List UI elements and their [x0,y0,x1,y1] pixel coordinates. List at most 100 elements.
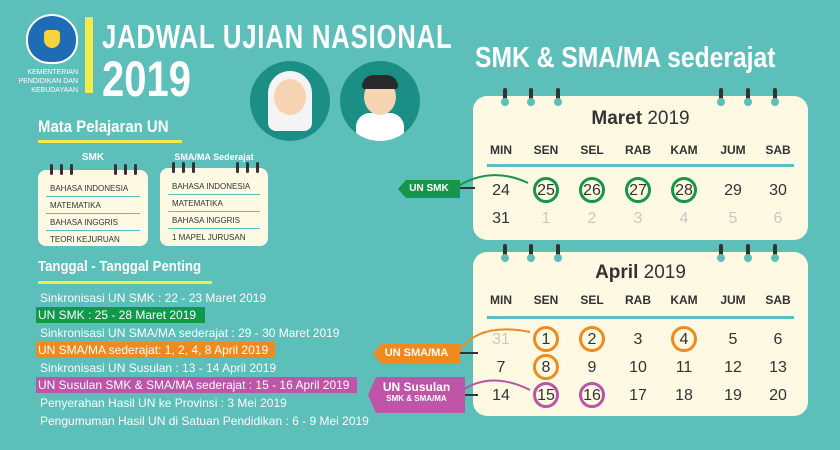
tag-un-susulan: UN Susulan SMK & SMA/MA [368,377,465,413]
binder-ring [744,244,752,262]
subject-item: MATEMATIKA [168,195,260,212]
calendar-section-title: SMK & SMA/MA sederajat [475,42,776,74]
calendar-day: 2 [579,326,605,352]
calendar-day: 3 [633,331,643,348]
binder-ring [554,244,562,262]
calendar-day: 18 [675,387,693,404]
calendar-day: 5 [728,331,738,348]
calendar-day: 4 [679,210,689,227]
binder-ring [771,88,779,106]
binder-ring [527,244,535,262]
calendar-day: 1 [541,210,551,227]
ministry-line: KEBUDAYAAN [31,87,78,94]
ministry-line: KEMENTERIAN [27,69,78,76]
subject-item: BAHASA INDONESIA [46,180,140,197]
smk-subject-card: BAHASA INDONESIA MATEMATIKA BAHASA INGGR… [38,164,148,246]
calendar-day: 27 [625,177,651,203]
binder-ring [527,88,535,106]
arrow-un-smk [454,174,529,189]
calendar-day: 11 [675,359,693,376]
subject-item: TEORI KEJURUAN [50,235,120,244]
binder-ring [717,244,725,262]
date-item: Penyerahan Hasil UN ke Provinsi : 3 Mei … [40,396,287,410]
calendar-day: 3 [633,210,643,227]
calendar-april: April 2019 MIN SEN SEL RAB KAM JUM SAB 31 1 2 3 4 5 6… [473,244,808,416]
date-item-un-susulan: UN Susulan SMK & SMA/MA sederajat : 15 -… [36,377,357,393]
ministry-line: PENDIDIKAN DAN [18,78,78,85]
calendar-day: 26 [579,177,605,203]
calendar-day: 6 [773,331,783,348]
weekday-header: SAB [765,293,791,307]
date-item: Sinkronisasi UN SMK : 22 - 23 Maret 2019 [40,291,267,305]
subjects-heading: Mata Pelajaran UN [38,117,169,136]
subject-item: BAHASA INGGRIS [46,214,140,231]
dates-heading: Tanggal - Tanggal Penting [38,258,202,275]
calendar-day: 7 [496,359,506,376]
sma-label: SMA/MA Sederajat [174,152,254,162]
tag-title: UN Susulan [382,380,451,394]
ministry-name: KEMENTERIAN PENDIDIKAN DAN KEBUDAYAAN [10,68,78,95]
binder-ring [501,88,509,106]
calendar-day: 19 [724,387,742,404]
binder-ring [744,88,752,106]
calendar-day: 13 [769,359,787,376]
date-item: Sinkronisasi UN SMA/MA sederajat : 29 - … [40,326,340,340]
sma-subject-card: BAHASA INDONESIA MATEMATIKA BAHASA INGGR… [160,162,268,246]
calendar-day: 10 [629,359,647,376]
calendar-day: 2 [587,210,597,227]
calendar-day: 17 [629,387,647,404]
binder-ring [554,88,562,106]
ministry-logo [26,14,78,64]
weekday-header: RAB [625,293,651,307]
binder-ring [501,244,509,262]
tag-un-sma: UN SMA/MA [373,344,460,363]
calendar-title: Maret 2019 [591,108,690,129]
weekday-header: JUM [720,293,746,307]
male-student-avatar [340,61,420,141]
calendar-march: Maret 2019 MIN SEN SEL RAB KAM JUM SAB 24 25 26 27… [473,88,808,240]
smk-label: SMK [81,152,105,163]
calendar-day: 30 [769,182,787,199]
tag-un-smk: UN SMK [398,180,460,198]
weekday-header: KAM [670,293,698,307]
tag-subtitle: SMK & SMA/MA [386,394,447,403]
weekday-header: MIN [490,143,512,157]
weekday-header: SEL [580,143,604,157]
accent-bar [85,17,93,93]
weekday-header: KAM [670,143,698,157]
weekday-header: SEN [533,143,559,157]
date-item: Sinkronisasi UN Susulan : 13 - 14 April … [40,361,277,375]
weekday-header: SAB [765,143,791,157]
calendar-day: 29 [724,182,742,199]
calendar-day: 25 [533,177,559,203]
page-year: 2019 [102,51,191,107]
subject-item: 1 MAPEL JURUSAN [172,233,246,242]
weekday-header: RAB [625,143,651,157]
subject-item: BAHASA INDONESIA [168,178,260,195]
female-student-avatar [250,61,330,141]
calendar-day: 15 [533,382,559,408]
calendar-day: 1 [533,326,559,352]
calendar-day: 31 [492,210,510,227]
date-item: Pengumuman Hasil UN di Satuan Pendidikan… [40,414,369,428]
calendar-day: 16 [579,382,605,408]
weekday-header: MIN [490,293,512,307]
date-item-un-sma: UN SMA/MA sederajat: 1, 2, 4, 8 April 20… [36,342,275,358]
binder-ring [771,244,779,262]
calendar-day: 12 [724,359,742,376]
calendar-title: April 2019 [595,262,686,283]
divider [487,316,794,319]
calendar-day: 14 [492,387,510,404]
divider [487,164,794,167]
calendar-day: 31 [492,331,510,348]
calendar-day: 28 [671,177,697,203]
calendar-day: 5 [728,210,738,227]
calendar-day: 4 [671,326,697,352]
arrow-un-sma [459,328,531,351]
weekday-header: SEN [533,293,559,307]
arrow-un-susulan [459,379,531,393]
heading-underline [38,281,212,284]
calendar-day: 6 [773,210,783,227]
weekday-header: SEL [580,293,604,307]
